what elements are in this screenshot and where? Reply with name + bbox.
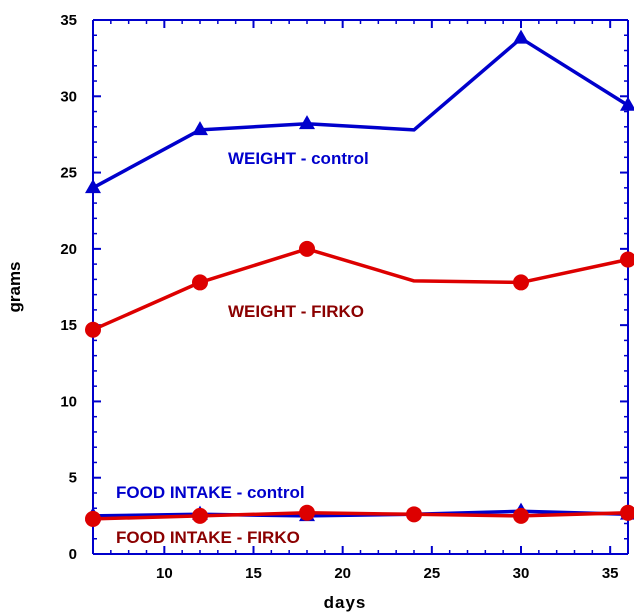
y-axis-title: grams <box>5 261 24 312</box>
x-tick-label-35: 35 <box>602 565 619 582</box>
x-tick-label-20: 20 <box>334 565 351 582</box>
markers-layer <box>85 29 634 527</box>
x-axis-title: days <box>324 593 367 612</box>
data-point-weight-firko <box>192 274 208 291</box>
data-point-weight-firko <box>85 321 101 338</box>
food-intake-control-label: FOOD INTAKE - control <box>116 483 305 502</box>
series-line-food-intake-firko <box>92 511 629 521</box>
data-point-weight-firko <box>620 251 634 268</box>
y-tick-label-5: 5 <box>69 470 77 487</box>
data-point-food-intake-firko <box>620 504 634 521</box>
y-tick-label-35: 35 <box>60 12 77 29</box>
data-point-food-intake-firko <box>406 506 422 523</box>
y-tick-label-30: 30 <box>60 88 77 105</box>
y-tick-label-0: 0 <box>69 546 77 563</box>
x-tick-label-30: 30 <box>513 565 530 582</box>
food-intake-firko-label: FOOD INTAKE - FIRKO <box>116 528 300 547</box>
data-point-weight-control <box>513 29 529 44</box>
data-point-weight-control <box>620 96 634 111</box>
axes <box>92 19 629 555</box>
series-layer <box>85 29 634 527</box>
data-point-food-intake-firko <box>299 504 315 521</box>
data-point-food-intake-firko <box>192 507 208 524</box>
data-point-weight-firko <box>513 274 529 291</box>
data-point-weight-control <box>192 121 208 136</box>
x-tick-label-25: 25 <box>423 565 440 582</box>
y-tick-label-25: 25 <box>60 165 77 182</box>
data-point-weight-control <box>299 115 315 130</box>
weight-firko-label: WEIGHT - FIRKO <box>228 302 364 321</box>
series-line-weight-control <box>92 36 629 190</box>
data-point-weight-firko <box>299 240 315 257</box>
y-tick-label-20: 20 <box>60 241 77 258</box>
series-line-weight-firko <box>92 247 629 332</box>
y-tick-label-15: 15 <box>60 317 77 334</box>
y-tick-label-10: 10 <box>60 393 77 410</box>
x-tick-label-15: 15 <box>245 565 262 582</box>
weight-control-label: WEIGHT - control <box>228 149 369 168</box>
data-point-food-intake-firko <box>513 507 529 524</box>
x-tick-label-10: 10 <box>156 565 173 582</box>
data-point-weight-control <box>85 179 101 194</box>
data-point-food-intake-firko <box>85 510 101 527</box>
